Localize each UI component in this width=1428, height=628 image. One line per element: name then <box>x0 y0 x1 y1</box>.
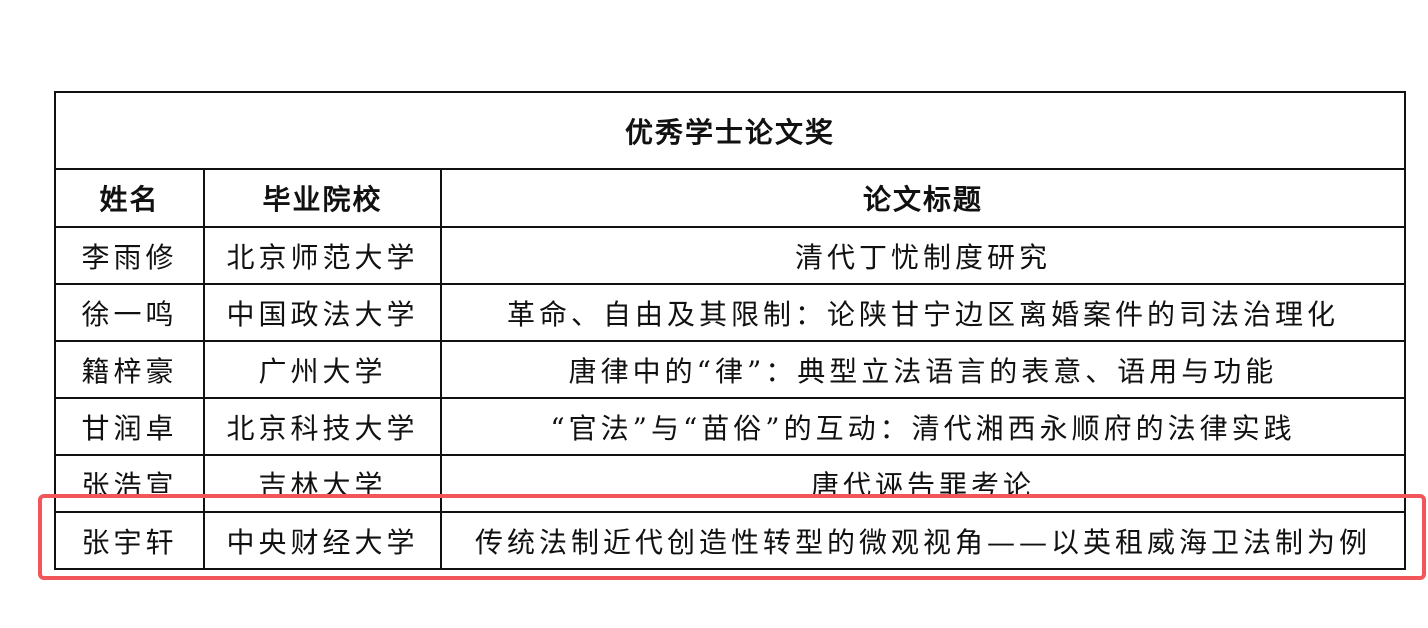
cell-name: 李雨修 <box>54 226 205 285</box>
cell-title: 传统法制近代创造性转型的微观视角——以英租威海卫法制为例 <box>440 511 1406 570</box>
cell-school: 吉林大学 <box>203 454 442 513</box>
cell-title: 革命、自由及其限制：论陕甘宁边区离婚案件的司法治理化 <box>440 283 1406 342</box>
cell-title: 唐代诬告罪考论 <box>440 454 1406 513</box>
cell-title: 清代丁忧制度研究 <box>440 226 1406 285</box>
table-row: 徐一鸣 中国政法大学 革命、自由及其限制：论陕甘宁边区离婚案件的司法治理化 <box>54 283 1406 342</box>
header-name: 姓名 <box>54 168 205 228</box>
cell-school: 北京科技大学 <box>203 397 442 456</box>
highlight-box <box>38 494 1426 580</box>
cell-name: 甘润卓 <box>54 397 205 456</box>
table-row: 籍梓豪 广州大学 唐律中的“律”：典型立法语言的表意、语用与功能 <box>54 340 1406 399</box>
table-row: 李雨修 北京师范大学 清代丁忧制度研究 <box>54 226 1406 285</box>
cell-name: 张宇轩 <box>54 511 205 570</box>
table-row-highlighted: 张宇轩 中央财经大学 传统法制近代创造性转型的微观视角——以英租威海卫法制为例 <box>54 511 1406 570</box>
cell-title: “官法”与“苗俗”的互动：清代湘西永顺府的法律实践 <box>440 397 1406 456</box>
table-row: 甘润卓 北京科技大学 “官法”与“苗俗”的互动：清代湘西永顺府的法律实践 <box>54 397 1406 456</box>
cell-school: 广州大学 <box>203 340 442 399</box>
cell-school: 中国政法大学 <box>203 283 442 342</box>
table-title: 优秀学士论文奖 <box>54 91 1406 170</box>
cell-school: 中央财经大学 <box>203 511 442 570</box>
cell-name: 籍梓豪 <box>54 340 205 399</box>
cell-title: 唐律中的“律”：典型立法语言的表意、语用与功能 <box>440 340 1406 399</box>
table-row: 张浩宣 吉林大学 唐代诬告罪考论 <box>54 454 1406 513</box>
cell-name: 徐一鸣 <box>54 283 205 342</box>
header-school: 毕业院校 <box>203 168 442 228</box>
header-title: 论文标题 <box>440 168 1406 228</box>
cell-school: 北京师范大学 <box>203 226 442 285</box>
award-table: 优秀学士论文奖 姓名 毕业院校 论文标题 李雨修 北京师范大学 清代丁忧制度研究… <box>54 91 1406 570</box>
